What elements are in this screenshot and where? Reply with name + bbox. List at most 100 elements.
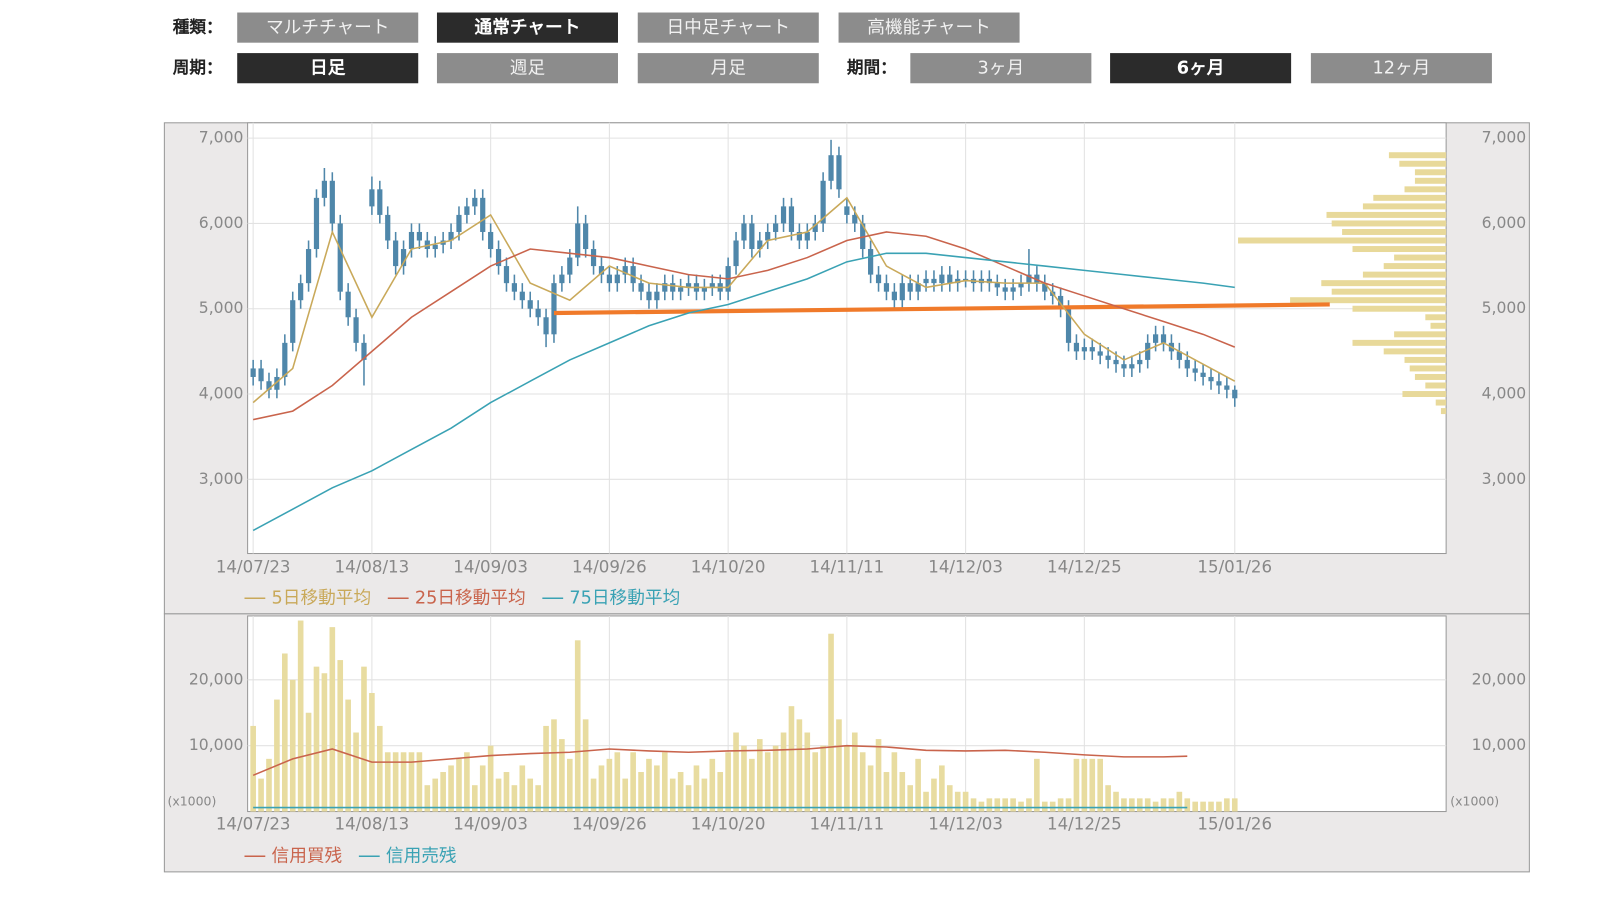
volume-bar — [543, 725, 549, 812]
button-bg[interactable] — [910, 53, 1092, 84]
volume-bar — [464, 752, 470, 812]
y-tick-label: 7,000 — [1482, 129, 1527, 147]
candle-body — [701, 287, 707, 292]
volume-bar — [598, 765, 605, 812]
button-bg[interactable] — [436, 53, 618, 84]
button[interactable]: 日足 — [237, 53, 419, 84]
volume-bar — [1049, 801, 1056, 812]
button[interactable]: 週足 — [436, 53, 618, 84]
candle-body — [416, 231, 422, 241]
candle-body — [670, 283, 676, 292]
button[interactable]: 月足 — [637, 53, 819, 84]
volume-bar — [1224, 798, 1230, 812]
button-bg[interactable] — [1110, 53, 1292, 84]
volume-bar — [1160, 798, 1167, 812]
y-tick-label: 7,000 — [199, 129, 244, 147]
candle-body — [1216, 381, 1222, 386]
candle-body — [899, 283, 905, 301]
candle-body — [630, 266, 636, 284]
volume-bar — [717, 772, 724, 812]
candle-body — [662, 283, 668, 292]
button[interactable]: 12ヶ月 — [1310, 53, 1492, 84]
y-tick-label: 3,000 — [1482, 470, 1527, 488]
volume-bar — [1208, 801, 1214, 812]
profile-bar — [1414, 177, 1447, 184]
button[interactable]: 通常チャート — [436, 12, 618, 43]
button-bg[interactable] — [1310, 53, 1492, 84]
button[interactable]: 日中足チャート — [637, 12, 819, 43]
trend-line — [553, 302, 1330, 316]
volume-bar — [1065, 798, 1072, 812]
volume-bar — [867, 765, 874, 812]
candle-body — [1232, 389, 1238, 399]
volume-bar — [1026, 798, 1032, 812]
profile-bar — [1352, 246, 1447, 253]
button[interactable]: 高機能チャート — [838, 12, 1020, 43]
candle-body — [923, 278, 929, 284]
candle-body — [852, 214, 858, 224]
candle-body — [1200, 372, 1206, 377]
volume-bar — [1231, 798, 1238, 812]
volume-bar — [638, 772, 644, 812]
volume-bar — [1192, 801, 1198, 812]
candle-body — [1153, 334, 1159, 343]
button-label[interactable]: 日足 — [310, 58, 346, 79]
button-label[interactable]: マルチチャート — [266, 18, 390, 38]
volume-bar — [1136, 798, 1143, 812]
button[interactable]: 6ヶ月 — [1110, 53, 1292, 84]
y-tick-label: 5,000 — [1482, 299, 1527, 317]
volume-bar — [1041, 801, 1048, 812]
candle-body — [804, 231, 810, 241]
volume-bar — [329, 627, 336, 812]
candle-body — [1129, 364, 1135, 369]
candle-body — [313, 197, 320, 250]
candle-body — [598, 266, 605, 275]
volume-bar — [812, 752, 819, 812]
profile-bar — [1331, 220, 1447, 227]
profile-bar — [1290, 297, 1447, 304]
volume-bar — [741, 745, 747, 812]
button-label[interactable]: 3ヶ月 — [978, 59, 1025, 79]
volume-bar — [582, 719, 589, 812]
button-label[interactable]: 12ヶ月 — [1372, 59, 1430, 79]
profile-bar — [1440, 408, 1447, 415]
series-line — [252, 744, 1188, 777]
y-tick-label: 6,000 — [199, 214, 244, 232]
button-bg[interactable] — [436, 12, 618, 43]
volume-bar — [337, 660, 344, 812]
volume-bar — [456, 758, 462, 812]
button-label[interactable]: 通常チャート — [475, 16, 581, 38]
button-bg[interactable] — [637, 12, 819, 43]
candle-body — [1160, 334, 1167, 343]
button-label[interactable]: 週足 — [510, 58, 546, 79]
candle-body — [875, 274, 882, 284]
candle-body — [891, 291, 897, 301]
candle-body — [527, 300, 533, 309]
button[interactable]: マルチチャート — [237, 12, 419, 43]
legend-label: 信用売残 — [386, 845, 457, 866]
button-label[interactable]: 日中足チャート — [667, 17, 791, 38]
button-bg[interactable] — [237, 12, 419, 43]
button-label[interactable]: 6ヶ月 — [1177, 58, 1225, 79]
button-label[interactable]: 月足 — [711, 59, 747, 79]
volume-bar — [408, 752, 415, 812]
candle-body — [844, 206, 850, 215]
candle-body — [567, 257, 573, 275]
candle-body — [369, 189, 375, 207]
profile-bar — [1352, 339, 1447, 346]
volume-bar — [400, 752, 407, 812]
volume-bar — [701, 778, 708, 812]
x-tick-label: 14/09/03 — [453, 558, 528, 577]
button-label[interactable]: 高機能チャート — [867, 17, 991, 38]
volume-bar — [630, 752, 636, 812]
volume-bar — [931, 778, 937, 812]
x-tick-label: 14/08/13 — [335, 558, 410, 577]
button-bg[interactable] — [838, 12, 1020, 43]
button[interactable]: 3ヶ月 — [910, 53, 1092, 84]
candle-body — [432, 244, 438, 250]
volume-bar — [321, 673, 328, 812]
button-bg[interactable] — [637, 53, 819, 84]
x-tick-label: 15/01/26 — [1197, 815, 1272, 834]
button-bg[interactable] — [237, 53, 419, 84]
